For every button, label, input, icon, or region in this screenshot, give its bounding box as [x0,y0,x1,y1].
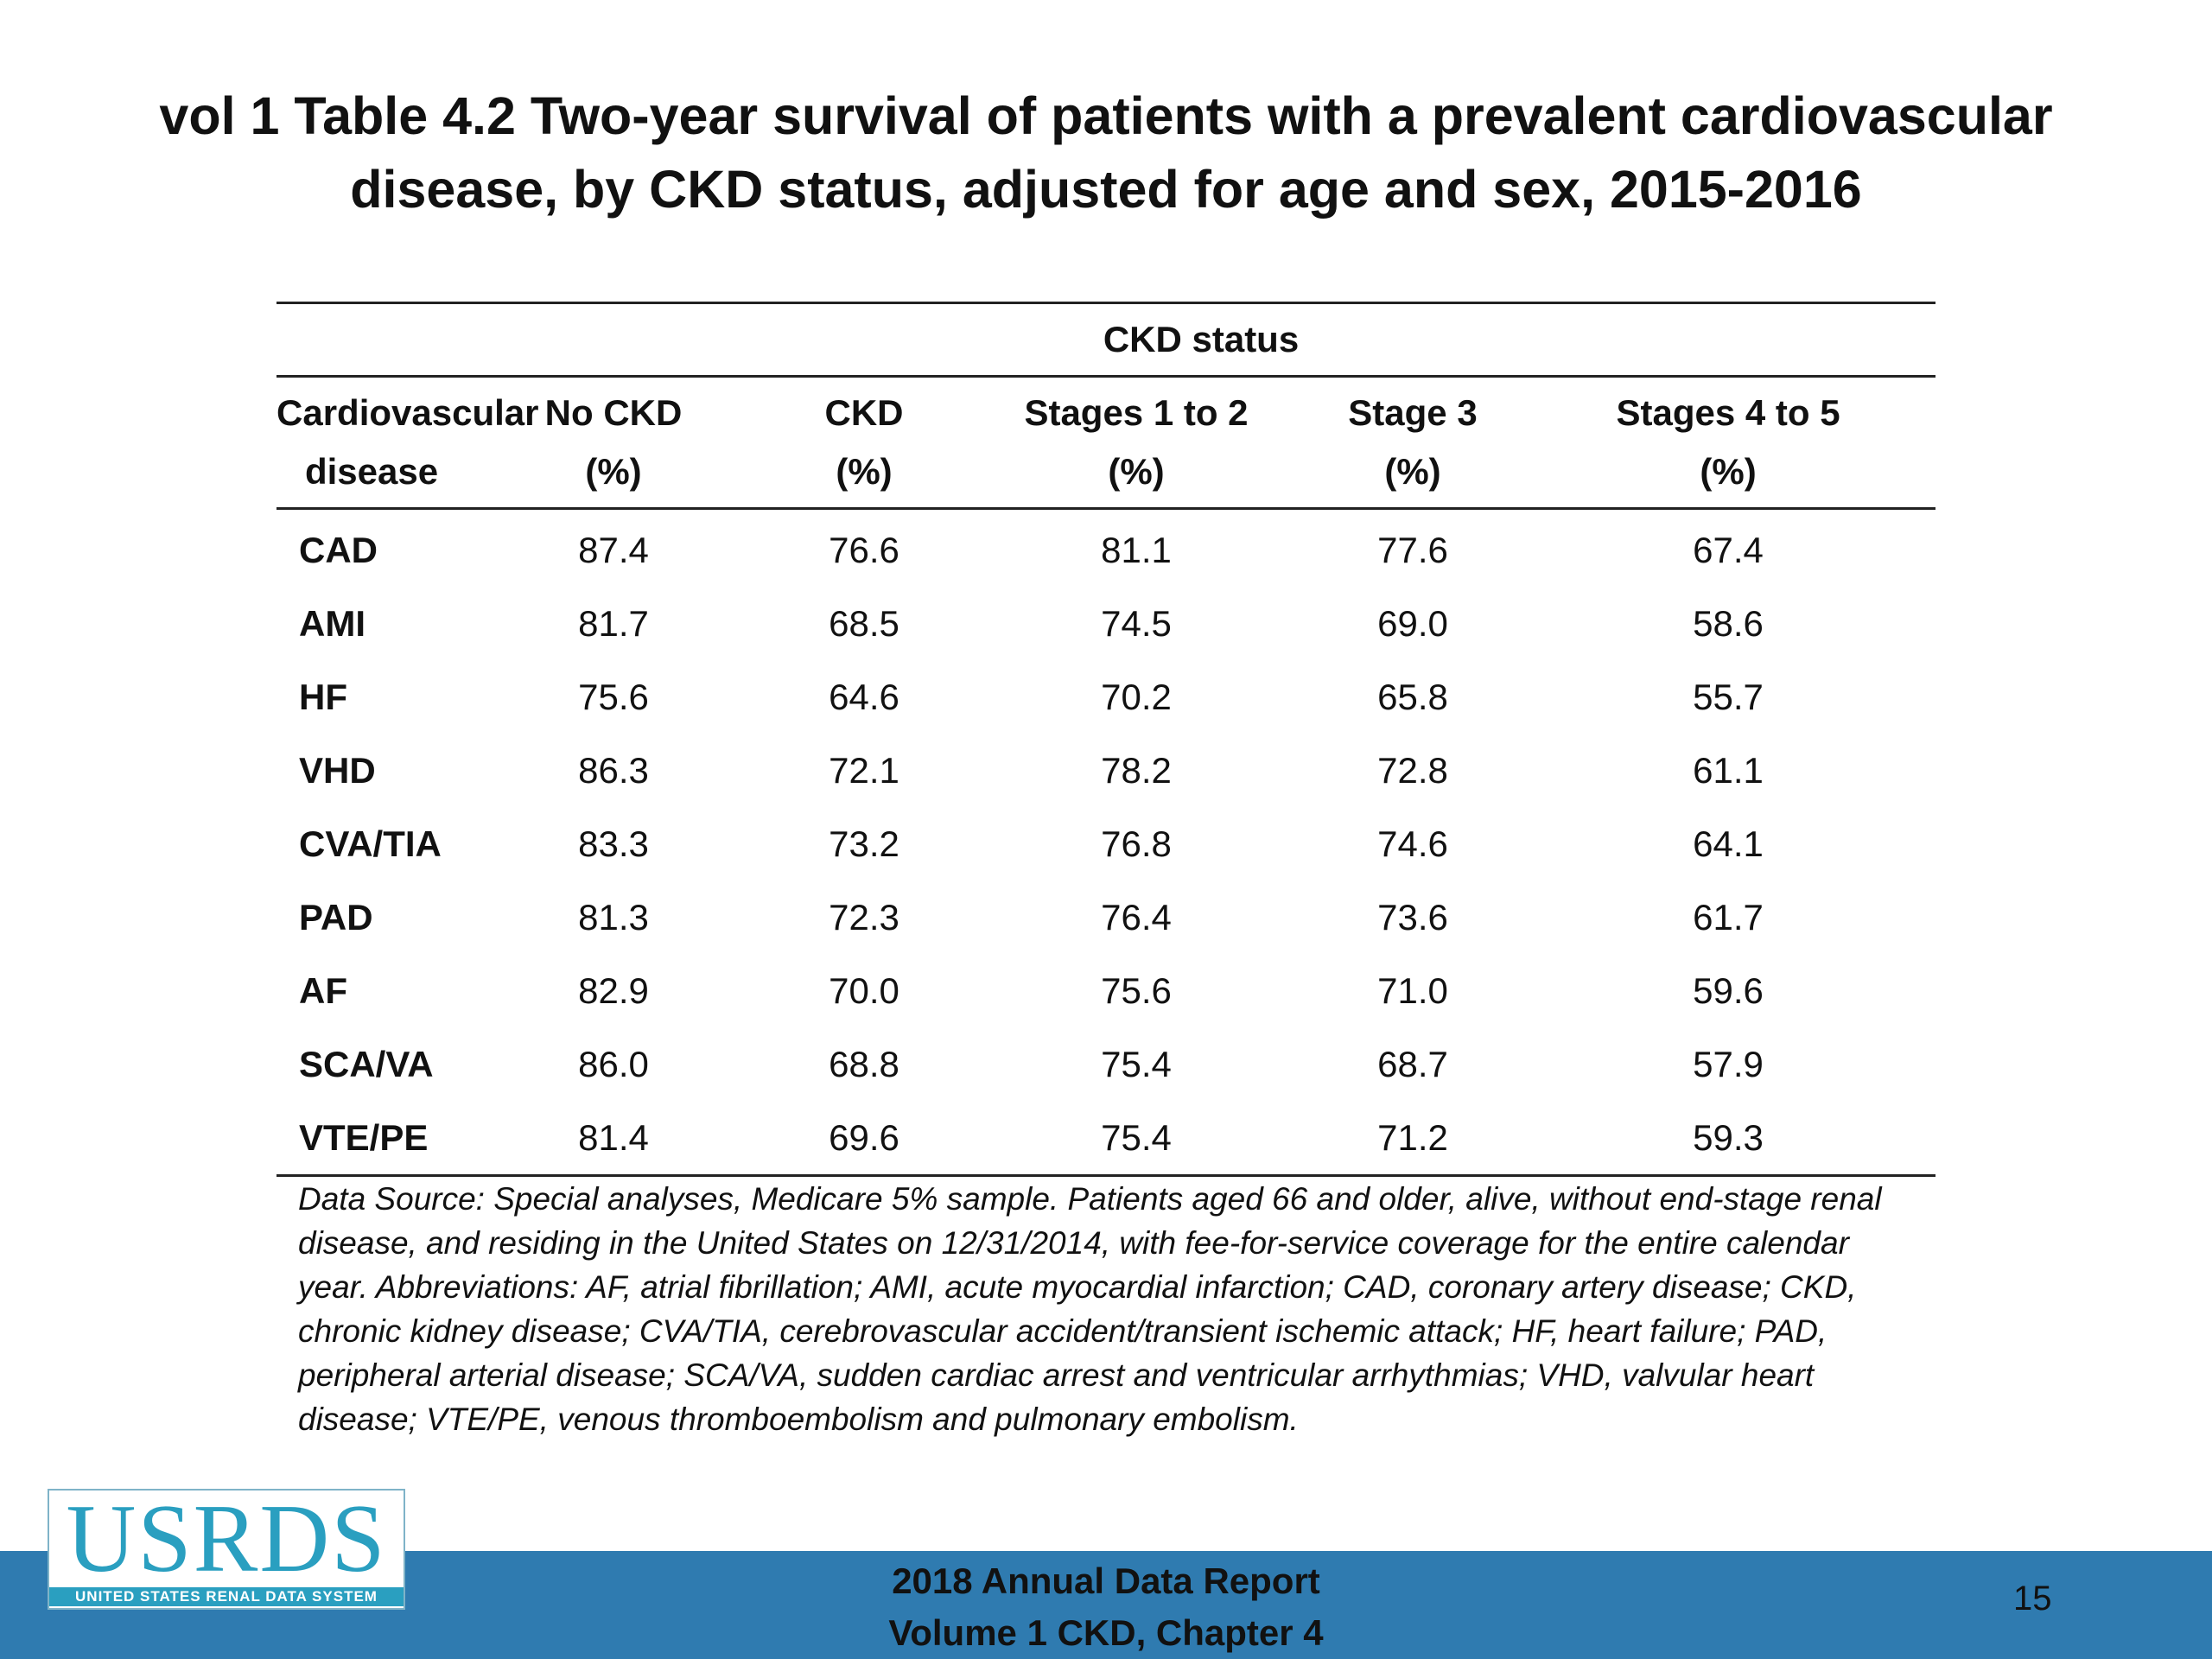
table-cell: 71.0 [1377,969,1448,1011]
column-header-line1: Stages 1 to 2 [1024,392,1249,433]
table-cell: 59.6 [1693,969,1764,1011]
slide-title: vol 1 Table 4.2 Two-year survival of pat… [112,79,2100,226]
table-row: CVA/TIA 83.3 73.2 76.8 74.6 64.1 [276,807,1936,880]
table-cell: 87.4 [578,529,649,570]
table-row: CAD 87.4 76.6 81.1 77.6 67.4 [276,509,1936,588]
table-cell: 59.3 [1521,1101,1936,1177]
column-header: Stages 4 to 5 (%) [1521,376,1936,510]
table-cell: 81.1 [1101,529,1172,570]
table-row: VTE/PE 81.4 69.6 75.4 71.2 59.3 [276,1101,1936,1177]
table-cell: 70.0 [829,969,899,1011]
table-header: CKD status Cardiovascular disease No CKD (%… [276,302,1936,510]
table-cell: 74.5 [1101,602,1172,644]
table-cell: 64.6 [829,676,899,717]
logo-wordmark: USRDS [66,1485,387,1592]
table-cell: 69.0 [1377,602,1448,644]
group-header-ckd-status: CKD status [467,302,1936,378]
table-cell: 68.5 [829,602,899,644]
group-header-row: CKD status [276,302,1936,378]
table-cell: 74.6 [1377,823,1448,864]
table-cell: 75.4 [1101,1043,1172,1084]
table-cell: 86.0 [578,1043,649,1084]
column-header-line1: Cardiovascular [276,392,539,433]
logo-subtitle: UNITED STATES RENAL DATA SYSTEM [49,1587,404,1606]
table-cell: 65.8 [1377,676,1448,717]
table-cell: 76.8 [1101,823,1172,864]
slide-title-line1: vol 1 Table 4.2 Two-year survival of pat… [159,86,2053,145]
data-source-footnote: Data Source: Special analyses, Medicare … [298,1181,1882,1437]
table-row: SCA/VA 86.0 68.8 75.4 68.7 57.9 [276,1027,1936,1101]
table-cell: 68.7 [1377,1043,1448,1084]
table-cell: 64.1 [1693,823,1764,864]
table-cell: 81.3 [578,896,649,938]
table-cell: 67.4 [1693,529,1764,570]
footer-line2: Volume 1 CKD, Chapter 4 [888,1612,1324,1653]
table-cell: 73.6 [1377,896,1448,938]
column-header-row: Cardiovascular disease No CKD (%) CKD (%) Stag… [276,376,1936,510]
table-cell: 55.7 [1693,676,1764,717]
table-cell: 82.9 [578,969,649,1011]
table-row: HF 75.6 64.6 70.2 65.8 55.7 [276,660,1936,734]
table-cell: 61.7 [1693,896,1764,938]
table-row: AF 82.9 70.0 75.6 71.0 59.6 [276,954,1936,1027]
table-cell: 57.9 [1693,1043,1764,1084]
column-header-line2: (%) [1108,451,1165,492]
column-header-line1: Stages 4 to 5 [1616,392,1840,433]
table-cell: 75.6 [1101,969,1172,1011]
table-cell: 76.6 [829,529,899,570]
slide-title-line2: disease, by CKD status, adjusted for age… [350,160,1862,219]
column-header: No CKD (%) [467,376,760,510]
table-row: PAD 81.3 72.3 76.4 73.6 61.7 [276,880,1936,954]
page-number: 15 [2013,1580,2052,1618]
usrds-logo: USRDS UNITED STATES RENAL DATA SYSTEM [48,1485,405,1610]
table-cell: 81.4 [467,1101,760,1177]
column-header: Stages 1 to 2 (%) [968,376,1305,510]
table-cell: 75.6 [578,676,649,717]
table-cell: 83.3 [578,823,649,864]
column-header-line1: No CKD [544,392,683,433]
table-row: VHD 86.3 72.1 78.2 72.8 61.1 [276,734,1936,807]
column-header: Cardiovascular disease [276,376,539,510]
table-body: CAD 87.4 76.6 81.1 77.6 67.4 AMI 81.7 68.5 74.5 69… [276,509,1936,1177]
row-label: CAD [299,529,378,570]
column-header-line2: (%) [1700,451,1757,492]
footer-line1: 2018 Annual Data Report [892,1560,1320,1601]
table-cell: 75.4 [968,1101,1305,1177]
row-label: AMI [299,602,365,644]
column-header-line2: (%) [585,451,642,492]
table-cell: 69.6 [760,1101,968,1177]
table-cell: 68.8 [829,1043,899,1084]
column-header-line2: disease [304,451,439,492]
table-cell: 72.8 [1377,749,1448,791]
column-header-line1: Stage 3 [1348,392,1478,433]
table-cell: 86.3 [578,749,649,791]
column-header: Stage 3 (%) [1305,376,1521,510]
table-cell: 73.2 [829,823,899,864]
row-label: AF [299,969,347,1011]
survival-table: CKD status Cardiovascular disease No CKD (%… [276,302,1936,1177]
column-header: CKD (%) [760,376,968,510]
column-header-line1: CKD [824,392,904,433]
row-label: VTE/PE [276,1101,467,1177]
group-header-spacer [276,302,467,378]
column-header-line2: (%) [1384,451,1441,492]
table-cell: 78.2 [1101,749,1172,791]
table-cell: 58.6 [1693,602,1764,644]
table-cell: 71.2 [1305,1101,1521,1177]
table-cell: 72.1 [829,749,899,791]
table-cell: 77.6 [1377,529,1448,570]
footer-report-label: 2018 Annual Data Report Volume 1 CKD, Ch… [760,1555,1452,1659]
table-cell: 76.4 [1101,896,1172,938]
row-label: HF [299,676,347,717]
table-cell: 81.7 [578,602,649,644]
table-row: AMI 81.7 68.5 74.5 69.0 58.6 [276,587,1936,660]
column-header-line2: (%) [836,451,893,492]
row-label: SCA/VA [299,1043,434,1084]
table-cell: 61.1 [1693,749,1764,791]
row-label: CVA/TIA [299,823,442,864]
table-cell: 70.2 [1101,676,1172,717]
table-cell: 72.3 [829,896,899,938]
row-label: PAD [299,896,373,938]
row-label: VHD [299,749,376,791]
